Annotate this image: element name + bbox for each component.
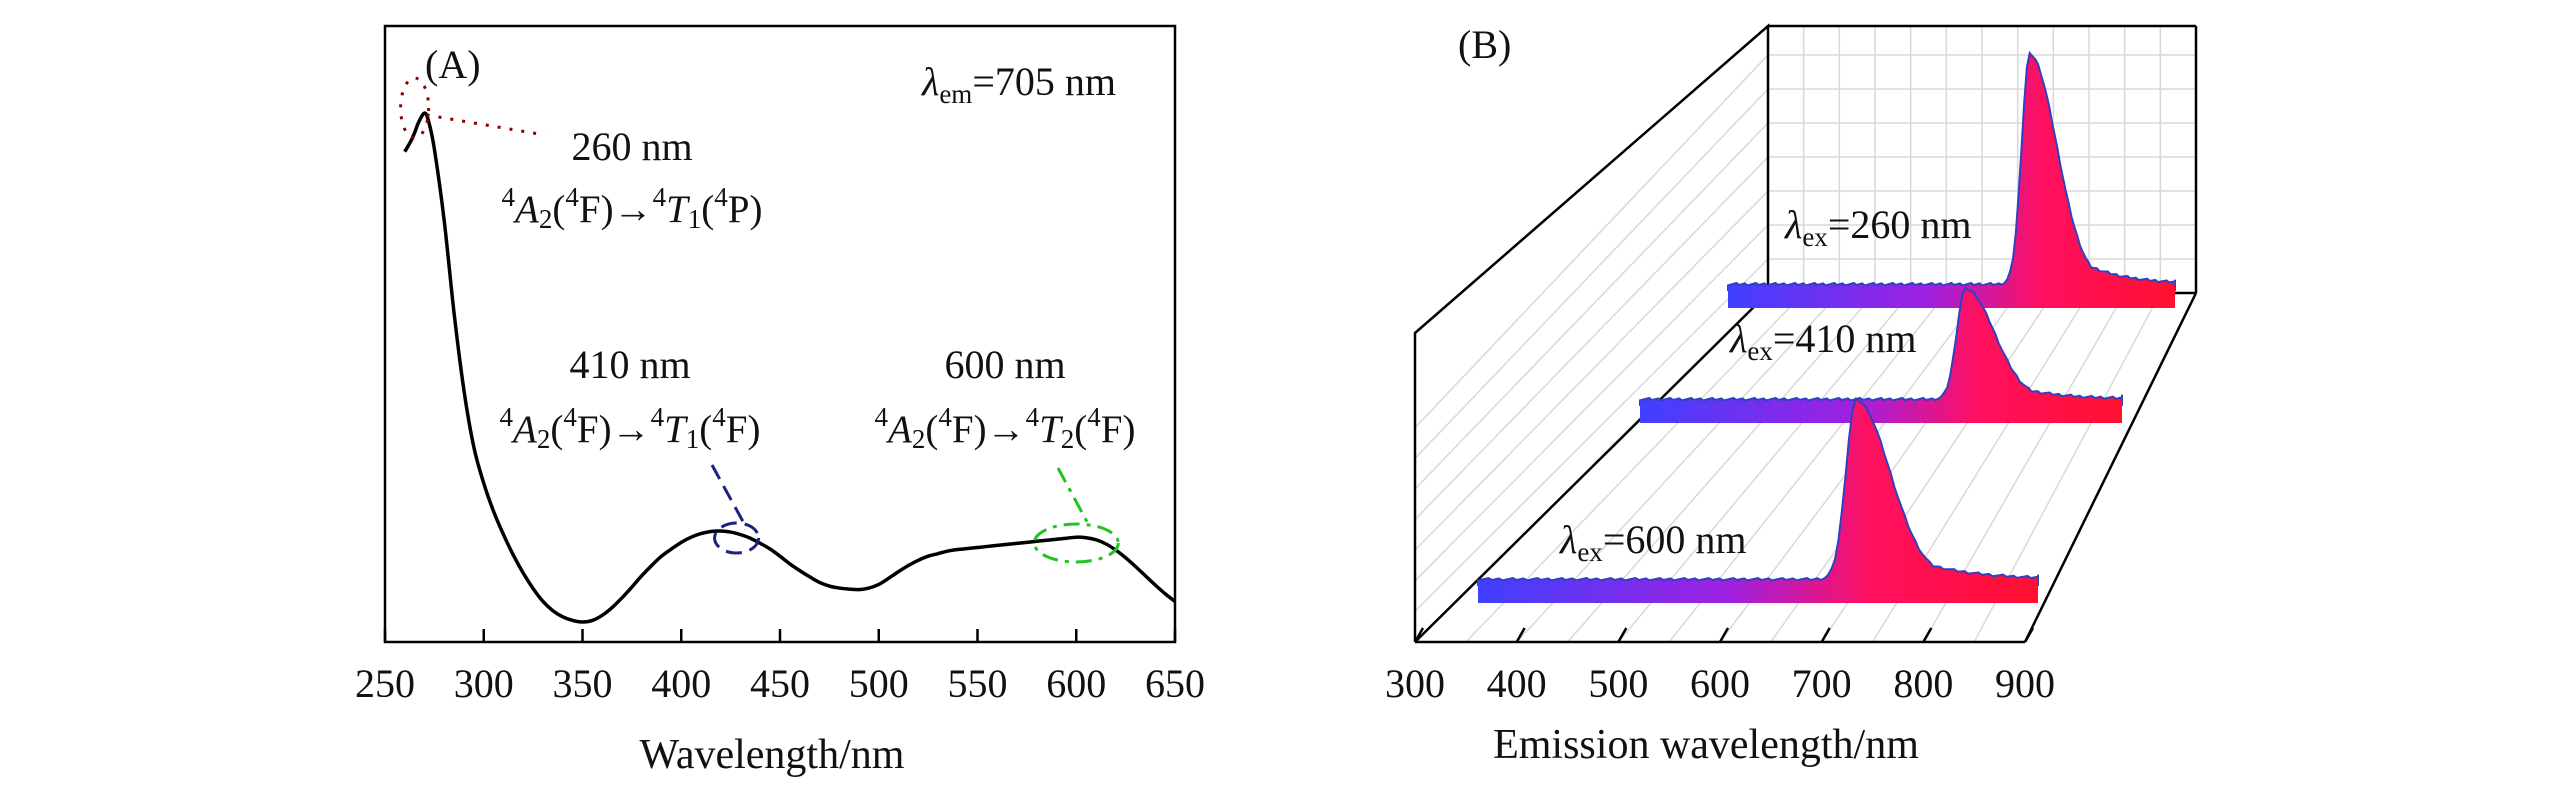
emission-wavelength-label: λem=705 nm xyxy=(921,59,1116,109)
annotation-410-nm: 410 nm 4A2(4F)→4T1(4F) xyxy=(500,342,761,555)
panel-b-tick-label: 400 xyxy=(1487,661,1547,706)
panel-a-tick-label: 250 xyxy=(355,661,415,706)
annotation-transition-label: 4A2(4F)→4T2(4F) xyxy=(875,402,1136,454)
annotation-260-nm: 260 nm 4A2(4F)→4T1(4P) xyxy=(399,76,763,234)
panel-a-tick-label: 300 xyxy=(454,661,514,706)
panel-b-x-axis-label: Emission wavelength/nm xyxy=(1493,722,1919,768)
annotation-transition-label: 4A2(4F)→4T1(4P) xyxy=(502,182,763,234)
excitation-spectrum-line xyxy=(403,111,1177,624)
panel-b-label: (B) xyxy=(1458,22,1511,67)
panel-b-tick-mark xyxy=(1617,627,1628,643)
panel-a-tick-label: 500 xyxy=(849,661,909,706)
annotation-marker-ellipse xyxy=(713,521,761,555)
spectrum-base-band xyxy=(1478,581,2038,603)
panel-b-tick-label: 700 xyxy=(1792,661,1852,706)
panel-b-spectra: λex=260 nm λex=410 nm λex=600 nm xyxy=(1477,50,2176,603)
spectrum-base-band xyxy=(1640,401,2122,423)
panel-a-x-axis-label: Wavelength/nm xyxy=(640,732,905,778)
spectrum-area xyxy=(1727,50,2176,291)
panel-a-frame xyxy=(383,24,1177,644)
panel-b-side-gridline xyxy=(1414,190,1769,551)
spectrum-260nm: λex=260 nm xyxy=(1727,50,2176,308)
panel-a-annotations: 260 nm 4A2(4F)→4T1(4P) 410 nm 4A2(4F)→4T1(4… xyxy=(399,76,1136,564)
annotation-marker-ellipse xyxy=(1032,522,1120,564)
panel-b-tick-mark xyxy=(2023,627,2035,643)
annotation-wavelength-label: 410 nm xyxy=(569,342,690,387)
panel-b-tick-mark xyxy=(1820,627,1831,643)
panel-a-tick-label: 550 xyxy=(948,661,1008,706)
spectrum-excitation-label: λex=600 nm xyxy=(1559,517,1746,567)
panel-b: (B) λex=260 nm λex=410 nm λex=600 nm 300 40… xyxy=(1385,22,2198,768)
spectrum-410nm: λex=410 nm xyxy=(1639,285,2123,423)
panel-b-side-gridline xyxy=(1414,156,1769,521)
annotation-wavelength-label: 260 nm xyxy=(571,124,692,169)
panel-a-tick-label: 400 xyxy=(651,661,711,706)
panel-b-tick-label: 300 xyxy=(1385,661,1445,706)
spectrum-base-band xyxy=(1728,286,2175,308)
annotation-marker-ellipse xyxy=(399,76,431,140)
panel-b-tick-label: 500 xyxy=(1588,661,1648,706)
panel-a-x-ticks: 250 300 350 400 450 500 550 600 650 xyxy=(355,629,1205,706)
panel-a-tick-label: 450 xyxy=(750,661,810,706)
panel-a-label: (A) xyxy=(425,42,481,87)
panel-b-tick-label: 900 xyxy=(1995,661,2055,706)
annotation-wavelength-label: 600 nm xyxy=(944,342,1065,387)
annotation-transition-label: 4A2(4F)→4T1(4F) xyxy=(500,402,761,454)
panel-b-tick-mark xyxy=(1515,627,1526,643)
panel-b-tick-label: 800 xyxy=(1893,661,1953,706)
panel-b-tick-mark xyxy=(1413,627,1425,643)
spectrum-excitation-label: λex=260 nm xyxy=(1784,202,1971,252)
spectrum-area xyxy=(1639,285,2123,406)
panel-b-side-gridline xyxy=(1414,224,1769,582)
panel-b-x-ticks: 300 400 500 600 700 800 900 xyxy=(1385,627,2055,706)
panel-b-tick-mark xyxy=(1718,627,1730,643)
annotation-600-nm: 600 nm 4A2(4F)→4T2(4F) xyxy=(875,342,1136,564)
panel-b-side-gridline xyxy=(1414,88,1769,459)
panel-b-side-gridline xyxy=(1414,122,1769,490)
annotation-leader-line xyxy=(426,113,546,137)
panel-a-tick-label: 350 xyxy=(553,661,613,706)
spectrum-area xyxy=(1477,396,2039,586)
spectrum-600nm: λex=600 nm xyxy=(1477,396,2039,603)
annotation-leader-line xyxy=(1056,467,1090,525)
spectrum-excitation-label: λex=410 nm xyxy=(1729,316,1916,366)
panel-b-side-gridline xyxy=(1414,258,1769,612)
panel-b-side-gridline xyxy=(1414,54,1769,429)
panel-a: (A) 250 300 350 400 450 500 550 600 650 260 nm 4A… xyxy=(355,24,1205,778)
panel-a-tick-label: 650 xyxy=(1145,661,1205,706)
annotation-leader-line xyxy=(710,464,748,529)
panel-b-right-floor-edge xyxy=(2023,292,2198,643)
panel-b-tick-label: 600 xyxy=(1690,661,1750,706)
panel-b-tick-mark xyxy=(1922,627,1933,643)
panel-a-tick-label: 600 xyxy=(1046,661,1106,706)
